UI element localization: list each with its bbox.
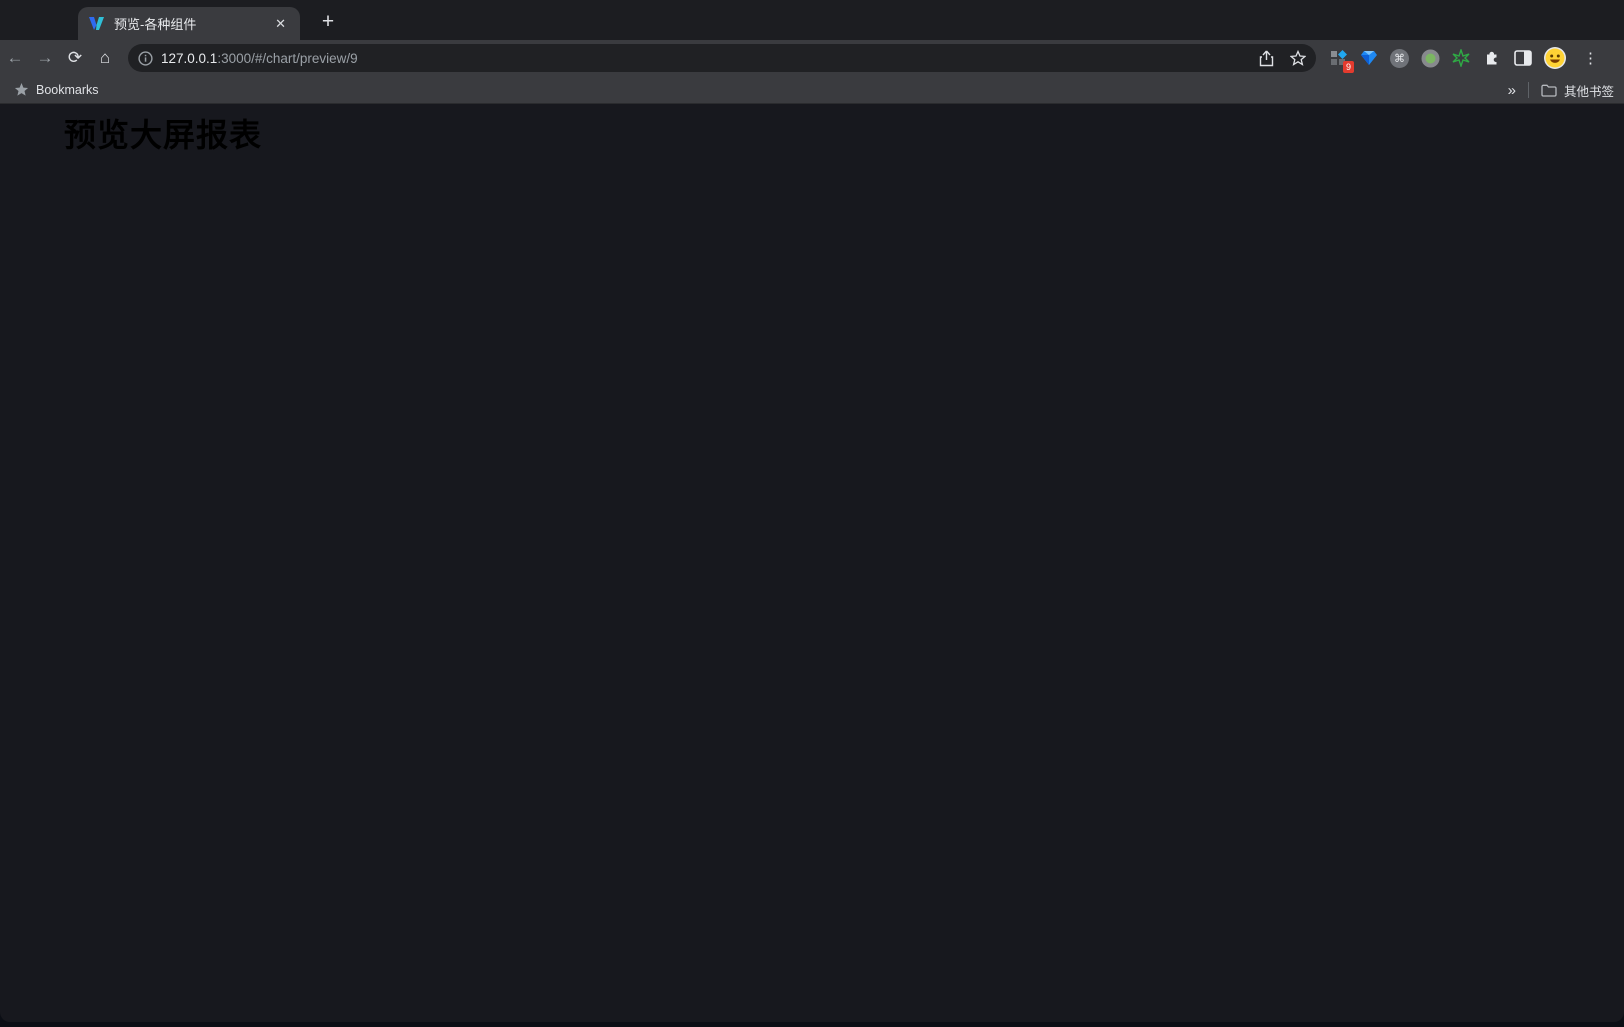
site-favicon [89, 17, 104, 30]
url-text[interactable]: 127.0.0.1:3000/#/chart/preview/9 [161, 50, 358, 66]
bookmarks-root[interactable]: Bookmarks [14, 82, 99, 97]
bookmarks-root-label: Bookmarks [36, 82, 99, 97]
tab-strip: 预览-各种组件 ✕ + [0, 0, 1624, 40]
bookmarks-bar: Bookmarks » 其他书签 [0, 76, 1624, 104]
new-tab-button[interactable]: + [321, 10, 335, 33]
back-icon[interactable]: ← [6, 48, 24, 67]
browser-menu-icon[interactable]: ⋮ [1583, 50, 1598, 67]
puzzle-extensions-icon[interactable] [1482, 48, 1502, 68]
browser-toolbar: ← → ⟳ ⌂ 127.0.0.1:3000/#/chart/preview/9… [0, 40, 1624, 76]
bookmark-star-icon[interactable] [1290, 50, 1306, 66]
command-extension-icon[interactable]: ⌘ [1390, 48, 1409, 68]
page-title: 预览大屏报表 [64, 117, 263, 153]
address-bar[interactable]: 127.0.0.1:3000/#/chart/preview/9 [128, 44, 1316, 72]
window-zoom-button[interactable] [58, 15, 71, 28]
window-minimize-button[interactable] [37, 15, 50, 28]
tab-close-icon[interactable]: ✕ [275, 15, 286, 31]
home-icon[interactable]: ⌂ [99, 48, 111, 67]
green-star-extension-icon[interactable] [1451, 48, 1471, 68]
info-icon[interactable] [138, 50, 153, 66]
folder-icon [1541, 84, 1557, 97]
extension-badge: 9 [1342, 61, 1354, 73]
forward-icon[interactable]: → [36, 48, 54, 67]
tab-title: 预览-各种组件 [114, 17, 197, 32]
bookmarks-overflow-chevron[interactable]: » [1507, 81, 1516, 99]
reload-icon[interactable]: ⟳ [67, 48, 83, 67]
browser-tab[interactable]: 预览-各种组件 ✕ [78, 7, 300, 40]
tab-grid-extension-icon[interactable]: 9 [1328, 48, 1354, 73]
other-bookmarks-folder[interactable]: 其他书签 [1541, 81, 1614, 100]
web-page-content: 预览大屏报表 [0, 104, 1624, 1022]
share-icon[interactable] [1259, 50, 1274, 67]
window-close-button[interactable] [16, 15, 29, 28]
profile-avatar[interactable] [1544, 47, 1566, 69]
bookmarks-divider [1527, 82, 1529, 98]
side-panel-icon[interactable] [1513, 48, 1533, 68]
extensions-area: 9 ⌘ ⋮ [1328, 47, 1608, 73]
star-filled-icon [14, 82, 29, 96]
gem-extension-icon[interactable] [1359, 48, 1379, 68]
recorder-extension-icon[interactable] [1420, 48, 1440, 68]
